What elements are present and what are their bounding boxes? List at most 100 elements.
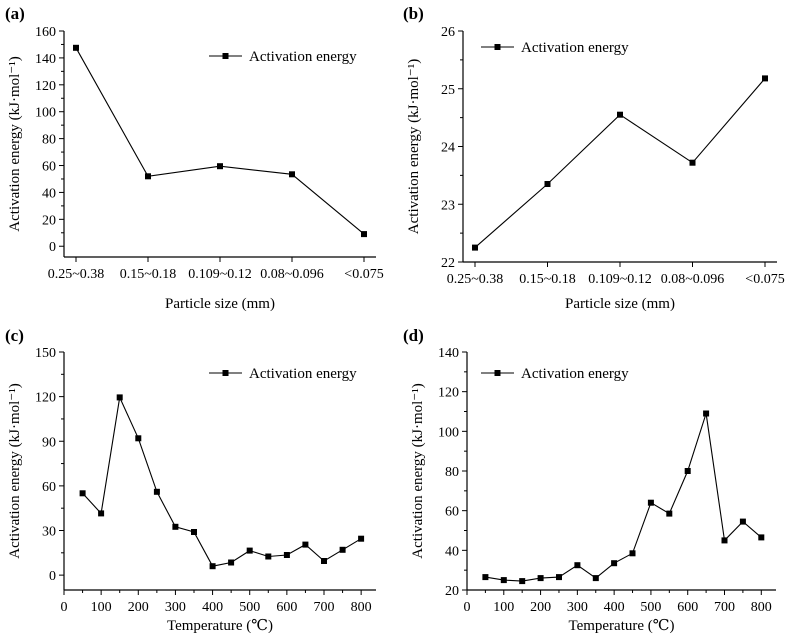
y-tick-label: 24 xyxy=(441,141,455,156)
data-point xyxy=(739,518,746,525)
x-tick-label: 200 xyxy=(530,600,551,615)
x-tick-label: 0.109~0.12 xyxy=(188,267,252,282)
y-tick-label: 25 xyxy=(441,83,455,98)
data-point xyxy=(689,159,696,166)
x-tick-label: 0.15~0.18 xyxy=(519,272,576,287)
x-tick-label: 400 xyxy=(202,600,223,615)
data-point xyxy=(289,171,295,178)
data-point xyxy=(79,490,86,497)
x-axis-label: Temperature (℃) xyxy=(167,618,273,634)
y-tick-label: 100 xyxy=(438,425,459,440)
legend: Activation energy xyxy=(481,40,629,56)
data-point xyxy=(666,510,673,517)
x-tick-label: 500 xyxy=(239,600,260,615)
y-tick-label: 160 xyxy=(35,25,56,40)
x-tick-label: 0.08~0.096 xyxy=(661,272,725,287)
x-tick-label: 100 xyxy=(493,600,514,615)
y-tick-label: 30 xyxy=(42,525,56,540)
y-tick-label: 60 xyxy=(445,505,459,520)
legend-label: Activation energy xyxy=(521,366,629,382)
series-line xyxy=(474,78,766,249)
x-tick-label: 800 xyxy=(351,600,372,615)
data-point xyxy=(228,559,235,566)
data-point xyxy=(153,488,160,495)
data-point xyxy=(482,574,489,581)
panel-label: (d) xyxy=(403,326,424,345)
panel-label: (a) xyxy=(5,4,25,23)
data-point xyxy=(283,552,290,558)
data-point xyxy=(265,553,272,560)
data-point xyxy=(684,468,691,474)
y-tick-label: 140 xyxy=(438,346,459,361)
x-tick-label: 300 xyxy=(567,600,588,615)
data-point xyxy=(217,163,223,170)
y-tick-label: 20 xyxy=(445,584,459,599)
chart-panel-b: 22 23 24 25 26 0.25~0.38 0.15~0.18 0.109~0.12 0.… xyxy=(403,4,785,312)
y-tick-label: 120 xyxy=(438,386,459,401)
y-tick-label: 20 xyxy=(42,213,56,228)
y-tick-label: 120 xyxy=(35,79,56,94)
y-tick-label: 40 xyxy=(445,544,459,559)
x-tick-label: 0.109~0.12 xyxy=(588,272,652,287)
y-tick-label: 60 xyxy=(42,160,56,175)
x-tick-label: 100 xyxy=(91,600,112,615)
x-axis-label: Temperature (℃) xyxy=(568,618,674,634)
x-tick-label: 600 xyxy=(677,600,698,615)
y-tick-label: 26 xyxy=(441,25,455,40)
y-tick-label: 22 xyxy=(441,256,455,271)
data-point xyxy=(537,575,544,582)
series-line xyxy=(485,413,762,582)
data-point xyxy=(321,558,327,564)
y-axis-label: Activation energy (kJ·mol⁻¹) xyxy=(7,56,23,231)
y-tick-label: 80 xyxy=(445,465,459,480)
data-point xyxy=(145,173,151,180)
data-point xyxy=(98,510,105,517)
x-tick-label: 0.08~0.096 xyxy=(260,267,324,282)
data-point xyxy=(762,75,768,82)
y-tick-label: 60 xyxy=(42,480,56,495)
data-point xyxy=(758,534,765,541)
y-axis-label: Activation energy (kJ·mol⁻¹) xyxy=(7,383,23,558)
data-point xyxy=(361,231,367,238)
data-point xyxy=(116,394,123,401)
x-tick-label: 0 xyxy=(464,600,471,615)
chart-panel-c: 0 30 60 90 120 150 0 100 200 300 400 500 600 700 800 Ac… xyxy=(5,326,376,634)
series-line xyxy=(82,395,362,567)
legend: Activation energy xyxy=(481,366,629,382)
chart-panel-a: 0 20 40 60 80 100 120 140 160 0.25~0.38 0.15~0.18 0… xyxy=(5,4,384,312)
x-tick-label: 0 xyxy=(61,600,68,615)
x-tick-label: <0.075 xyxy=(745,272,784,287)
x-tick-label: 0.25~0.38 xyxy=(447,272,504,287)
y-tick-label: 0 xyxy=(49,569,56,584)
x-tick-label: <0.075 xyxy=(344,267,383,282)
legend: Activation energy xyxy=(209,49,357,65)
chart-panel-d: 20 40 60 80 100 120 140 0 100 200 300 400 500 600 700 8… xyxy=(403,326,776,634)
data-point xyxy=(617,111,623,118)
data-point xyxy=(500,577,507,584)
y-tick-label: 23 xyxy=(441,198,455,213)
y-tick-label: 40 xyxy=(42,186,56,201)
y-tick-label: 0 xyxy=(49,240,56,255)
legend-marker xyxy=(222,370,229,376)
data-point xyxy=(135,435,142,442)
data-point xyxy=(246,547,253,554)
y-tick-label: 140 xyxy=(35,52,56,67)
y-tick-label: 90 xyxy=(42,435,56,450)
x-axis-label: Particle size (mm) xyxy=(165,296,275,312)
x-axis-label: Particle size (mm) xyxy=(565,296,675,312)
x-tick-label: 0.25~0.38 xyxy=(48,267,105,282)
data-point xyxy=(519,578,526,585)
series-line xyxy=(75,47,365,235)
legend-marker xyxy=(494,44,501,50)
data-point xyxy=(209,563,216,570)
data-point xyxy=(544,181,551,187)
x-tick-label: 200 xyxy=(128,600,149,615)
panel-label: (b) xyxy=(403,4,424,23)
data-point xyxy=(358,535,365,542)
data-point xyxy=(472,244,478,251)
legend-label: Activation energy xyxy=(521,40,629,56)
x-tick-label: 800 xyxy=(751,600,772,615)
x-tick-label: 700 xyxy=(714,600,735,615)
data-point xyxy=(721,537,728,544)
